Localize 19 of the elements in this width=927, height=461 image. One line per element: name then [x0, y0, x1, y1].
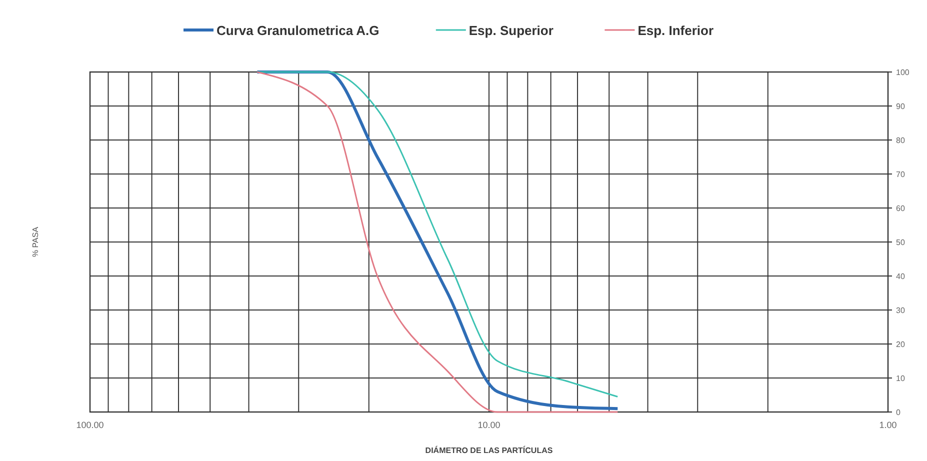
y-tick-label: 50 [896, 238, 906, 247]
y-tick-label: 40 [896, 272, 906, 281]
x-axis-title: DIÁMETRO DE LAS PARTÍCULAS [425, 445, 554, 455]
y-tick-label: 20 [896, 340, 906, 349]
y-axis-title: % PASA [31, 226, 40, 258]
x-tick-label: 10.00 [478, 420, 500, 430]
x-tick-label: 1.00 [879, 420, 897, 430]
y-tick-label: 30 [896, 306, 906, 315]
y-tick-label: 70 [896, 170, 906, 179]
y-tick-label: 80 [896, 136, 906, 145]
legend-label: Curva Granulometrica A.G [216, 23, 380, 38]
y-tick-label: 10 [896, 374, 906, 383]
legend-label: Esp. Superior [468, 23, 554, 38]
y-tick-label: 100 [896, 68, 910, 77]
x-tick-label: 100.00 [76, 420, 104, 430]
y-tick-label: 60 [896, 204, 906, 213]
y-tick-label: 0 [896, 408, 901, 417]
y-tick-label: 90 [896, 102, 906, 111]
legend-label: Esp. Inferior [638, 23, 714, 38]
